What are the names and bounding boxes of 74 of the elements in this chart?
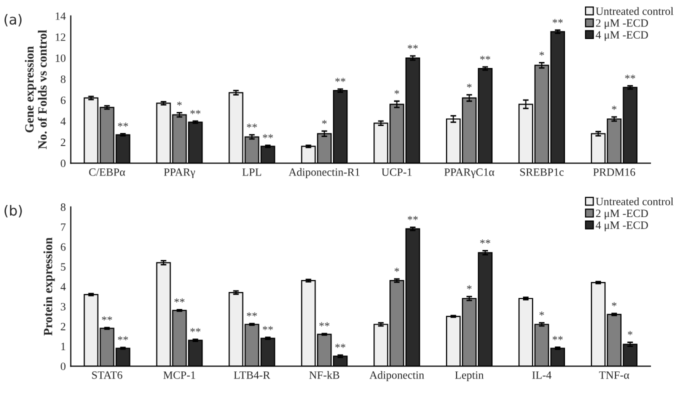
data-label: ** [174,298,184,302]
x-tick-label: SREBP1c [520,168,564,176]
legend-label: 4 μM -ECD [596,31,648,41]
y-tick-label: 2 [60,138,66,146]
data-label: ** [335,344,346,348]
y-tick-label: 10 [56,54,66,62]
data-label: * [539,52,544,56]
data-label: * [628,331,632,336]
data-label: ** [408,216,418,220]
data-label: ** [262,134,273,138]
y-tick-label: 2 [60,322,66,330]
y-tick-label: 6 [60,243,66,251]
x-tick-label: PRDM16 [593,168,636,176]
data-label: ** [480,56,490,60]
y-tick-label: 3 [60,302,66,310]
x-tick-label: Adiponectin-R1 [288,168,360,178]
chart-title: (b) [4,204,22,218]
y-tick-label: 7 [61,223,66,231]
x-tick-label: Adiponectin [369,371,424,382]
y-tick-label: 5 [61,263,66,271]
legend-label: Untreated control [596,7,674,15]
x-tick-label: MCP-1 [163,371,196,379]
data-label: * [177,102,182,106]
y-tick-label: 8 [60,203,66,211]
y-axis-title: Protein expression [43,237,55,336]
chart-title: (a) [4,14,22,26]
data-label: ** [319,322,330,326]
data-label: ** [190,110,200,114]
x-tick-label: LTB4-R [234,371,270,379]
data-label: * [394,90,400,94]
x-tick-label: PPARγC1α [444,168,494,178]
data-label: * [539,312,544,316]
data-label: ** [190,328,200,332]
data-label: * [612,106,616,110]
y-tick-label: 0 [60,160,66,168]
y-tick-label: 6 [60,96,66,104]
x-tick-label: PPARγ [164,168,196,178]
x-tick-label: Leptin [455,371,484,382]
x-tick-label: LPL [242,168,262,176]
legend-label: 2 μM -ECD [596,210,648,220]
data-label: ** [408,44,418,49]
data-label: ** [102,316,112,320]
data-label: * [467,285,472,290]
data-label: ** [118,336,128,340]
legend-label: 2 μM -ECD [596,19,648,30]
data-label: ** [246,312,257,316]
x-tick-label: NF-kB [309,371,340,379]
data-label: ** [625,74,636,79]
data-label: * [467,84,472,88]
data-label: ** [118,122,128,127]
y-tick-label: 0 [60,362,66,370]
data-label: * [322,120,327,124]
y-axis-title: Gene expression No. of Folds vs control [24,30,47,150]
x-tick-label: TNF-α [599,371,630,379]
x-tick-label: IL-4 [532,371,552,379]
data-label: * [612,302,616,306]
y-tick-label: 14 [56,12,66,20]
x-tick-label: STAT6 [92,371,122,379]
data-label: ** [552,19,563,24]
data-label: ** [262,326,273,330]
y-tick-label: 1 [61,342,66,350]
y-tick-label: 12 [56,33,66,41]
y-tick-label: 4 [60,283,66,290]
data-label: ** [335,78,346,82]
data-label: * [394,268,400,272]
legend-label: Untreated control [596,197,674,206]
legend-label: 4 μM -ECD [596,221,648,232]
data-label: ** [480,240,490,244]
data-label: ** [246,124,257,128]
x-tick-label: UCP-1 [382,168,412,176]
x-tick-label: C/EBPα [89,168,126,176]
y-tick-label: 8 [60,76,66,83]
data-label: ** [552,336,563,340]
y-tick-label: 4 [60,118,66,125]
